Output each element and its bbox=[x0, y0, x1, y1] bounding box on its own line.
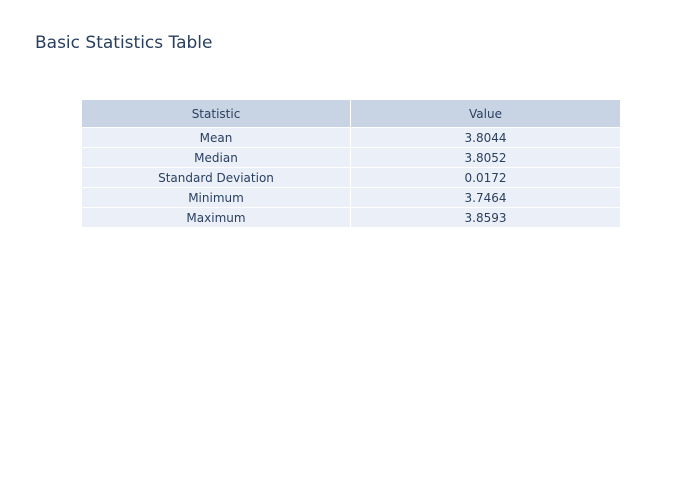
table-cell-value: 0.0172 bbox=[350, 167, 621, 188]
table-cell-value: 3.8593 bbox=[350, 207, 621, 228]
table-cell-statistic: Maximum bbox=[81, 207, 351, 228]
table-cell-statistic: Minimum bbox=[81, 187, 351, 208]
table-cell-statistic: Standard Deviation bbox=[81, 167, 351, 188]
chart-title: Basic Statistics Table bbox=[35, 33, 213, 53]
table-row: Mean 3.8044 bbox=[81, 127, 621, 148]
table-cell-value: 3.8044 bbox=[350, 127, 621, 148]
column-header-value: Value bbox=[350, 100, 621, 128]
table-row: Median 3.8052 bbox=[81, 147, 621, 168]
table-header-row: Statistic Value bbox=[81, 100, 621, 128]
table-cell-statistic: Mean bbox=[81, 127, 351, 148]
table-row: Minimum 3.7464 bbox=[81, 187, 621, 208]
column-header-statistic: Statistic bbox=[81, 100, 351, 128]
statistics-table: Statistic Value Mean 3.8044 Median 3.805… bbox=[81, 100, 621, 228]
table-row: Maximum 3.8593 bbox=[81, 207, 621, 228]
table-cell-statistic: Median bbox=[81, 147, 351, 168]
table-cell-value: 3.8052 bbox=[350, 147, 621, 168]
table-cell-value: 3.7464 bbox=[350, 187, 621, 208]
table-row: Standard Deviation 0.0172 bbox=[81, 167, 621, 188]
